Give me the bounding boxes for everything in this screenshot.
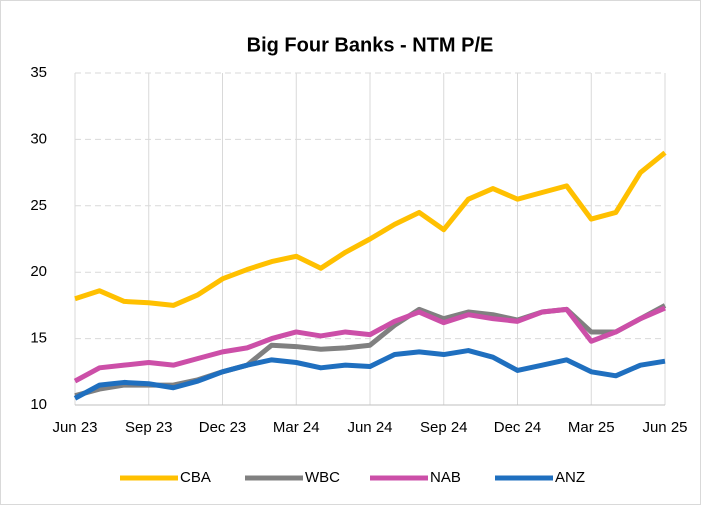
line-series [74,150,667,308]
x-tick-label: Jun 24 [347,419,392,436]
legend-label: WBC [305,469,340,486]
line-series [73,348,666,401]
x-tick-label: Sep 23 [125,419,173,436]
x-tick-label: Dec 24 [494,419,542,436]
x-tick-label: Dec 23 [199,419,247,436]
line-series [73,305,666,384]
chart-title: Big Four Banks - NTM P/E [247,34,494,56]
x-tick-label: Sep 24 [420,419,468,436]
y-tick-label: 30 [30,130,47,147]
legend-label: ANZ [555,469,585,486]
y-tick-label: 25 [30,197,47,214]
y-tick-label: 15 [30,330,47,347]
y-tick-label: 20 [30,263,47,280]
x-tick-label: Mar 25 [568,419,615,436]
legend-label: NAB [430,469,461,486]
x-tick-label: Jun 25 [642,419,687,436]
y-tick-label: 10 [30,396,47,413]
x-tick-label: Jun 23 [52,419,97,436]
legend-label: CBA [180,469,211,486]
y-tick-label: 35 [30,64,47,81]
x-tick-label: Mar 24 [273,419,320,436]
